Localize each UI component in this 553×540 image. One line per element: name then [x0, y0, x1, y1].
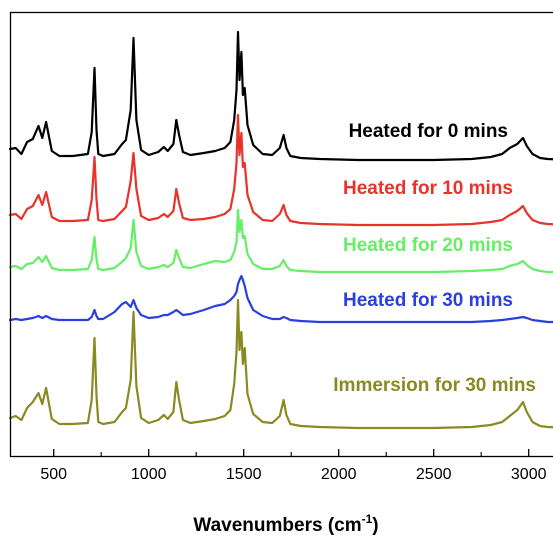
x-axis-title-text: Wavenumbers (cm [193, 515, 361, 536]
series-label-4: Heated for 30 mins [343, 290, 513, 311]
trace-line-2 [8, 113, 553, 227]
x-axis-title: Wavenumbers (cm-1) [193, 512, 378, 536]
trace-line-5 [8, 298, 553, 430]
trace-line-1 [8, 30, 553, 162]
series-label-2: Heated for 10 mins [343, 178, 513, 199]
x-tick-label-1500: 1500 [226, 466, 262, 483]
spectra-traces [8, 30, 553, 430]
trace-line-4 [8, 274, 553, 324]
x-axis-title-superscript: -1 [362, 512, 373, 526]
trace-line-3 [8, 208, 553, 274]
series-label-5: Immersion for 30 mins [333, 375, 536, 396]
plot-frame [9, 11, 553, 458]
x-tick-label-1000: 1000 [131, 466, 167, 483]
x-axis: 500 1000 1500 2000 2500 3000 [40, 449, 547, 483]
x-axis-title-close: ) [372, 515, 378, 536]
x-tick-label-2000: 2000 [321, 466, 357, 483]
x-tick-label-500: 500 [40, 466, 67, 483]
series-label-1: Heated for 0 mins [349, 121, 508, 142]
series-label-3: Heated for 20 mins [343, 235, 513, 256]
series-labels: Heated for 0 mins Heated for 10 mins Heate… [333, 121, 536, 396]
x-tick-label-2500: 2500 [416, 466, 452, 483]
x-tick-label-3000: 3000 [511, 466, 547, 483]
